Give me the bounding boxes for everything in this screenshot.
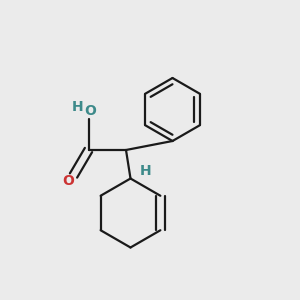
Text: H: H: [71, 100, 83, 114]
Text: O: O: [62, 174, 74, 188]
Text: H: H: [140, 164, 151, 178]
Text: O: O: [84, 104, 96, 118]
